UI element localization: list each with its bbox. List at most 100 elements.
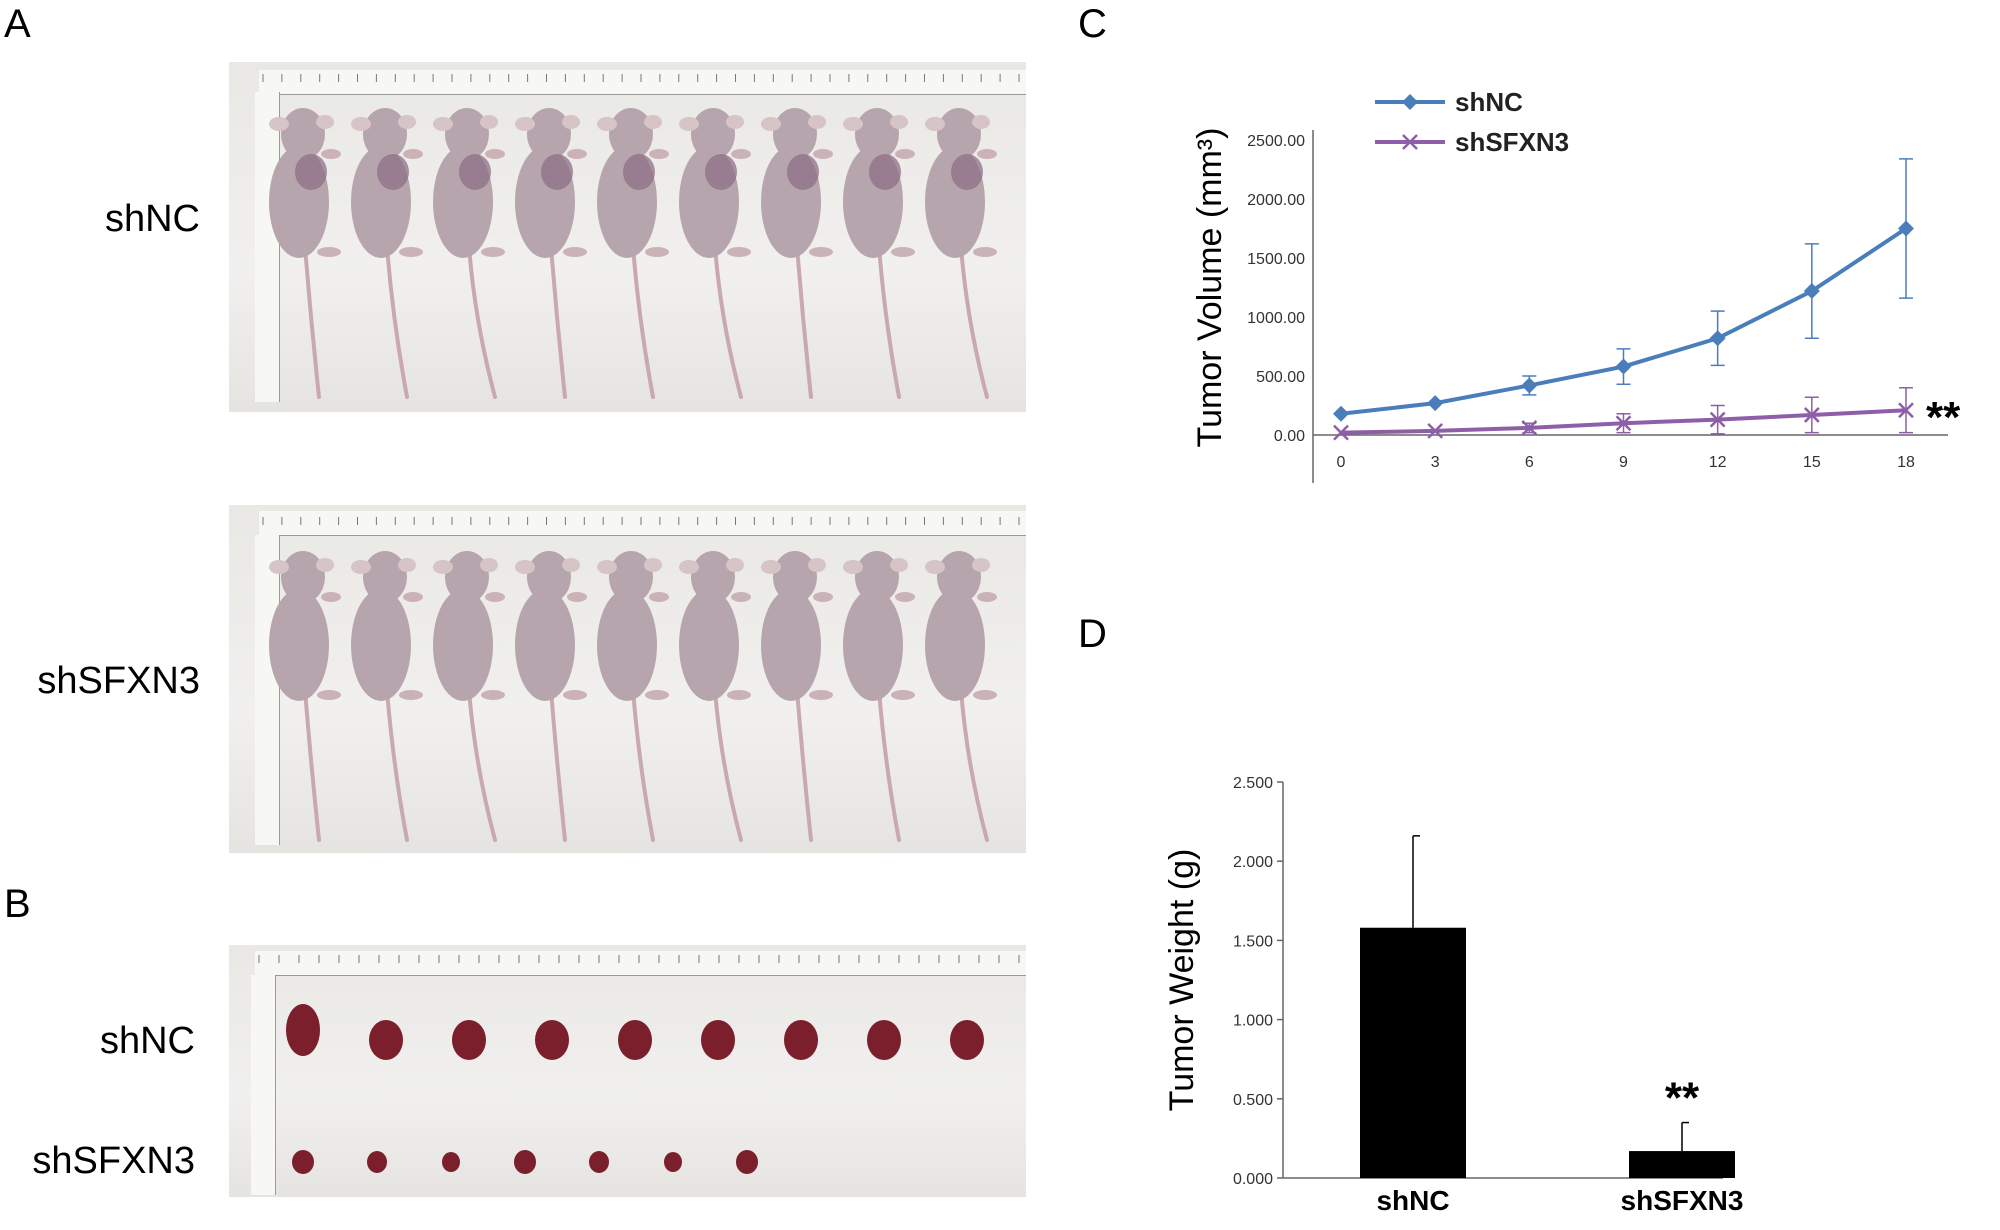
mouse bbox=[597, 551, 669, 842]
mouse bbox=[679, 108, 751, 399]
mouse bbox=[761, 551, 833, 842]
mouse-body bbox=[351, 589, 411, 701]
mouse-head bbox=[363, 108, 407, 160]
row-label-b-shsfxn3: shSFXN3 bbox=[32, 1140, 195, 1182]
mouse-ear bbox=[925, 560, 945, 574]
mouse-ear bbox=[644, 558, 662, 572]
ruler-ticks bbox=[262, 74, 1020, 82]
mouse-ear bbox=[726, 558, 744, 572]
ruler-vertical bbox=[251, 975, 276, 1195]
mouse-tail bbox=[877, 245, 901, 399]
tumor-shsfxn3 bbox=[589, 1151, 609, 1173]
mouse-body bbox=[269, 589, 329, 701]
mouse-paw bbox=[317, 247, 341, 257]
mouse bbox=[679, 551, 751, 842]
mouse-paw bbox=[399, 247, 423, 257]
data-point bbox=[1898, 220, 1914, 237]
mouse-ear bbox=[316, 115, 334, 129]
mice-photo-shsfxn3 bbox=[229, 505, 1026, 853]
mouse-paw bbox=[321, 149, 341, 159]
mouse-ear bbox=[269, 560, 289, 574]
mouse-head bbox=[691, 551, 735, 603]
mouse-body bbox=[515, 589, 575, 701]
mouse-tail bbox=[467, 245, 497, 399]
mouse-ear bbox=[843, 117, 863, 131]
y-tick-label: 500.00 bbox=[1256, 369, 1305, 386]
mouse-head bbox=[281, 551, 325, 603]
mouse-paw bbox=[321, 592, 341, 602]
mouse-paw bbox=[895, 592, 915, 602]
tumor-bump bbox=[787, 154, 819, 190]
mouse-tail bbox=[467, 688, 497, 842]
panel-letter-d: D bbox=[1078, 612, 1107, 656]
mouse-paw bbox=[977, 592, 997, 602]
ruler-ticks bbox=[258, 955, 1020, 963]
mouse-head bbox=[855, 108, 899, 160]
category-label: shSFXN3 bbox=[1621, 1185, 1744, 1216]
mouse-paw bbox=[813, 149, 833, 159]
mouse-tail bbox=[877, 688, 901, 842]
mouse-paw bbox=[973, 247, 997, 257]
mouse bbox=[433, 108, 505, 399]
mouse-body bbox=[843, 589, 903, 701]
mouse-tail bbox=[795, 688, 813, 842]
mouse-ear bbox=[679, 117, 699, 131]
mouse-ear bbox=[433, 560, 453, 574]
mouse-paw bbox=[403, 592, 423, 602]
data-point bbox=[1333, 424, 1349, 441]
series-shNC bbox=[1333, 158, 1914, 422]
mouse-paw bbox=[485, 592, 505, 602]
mice-photo-shnc bbox=[229, 62, 1026, 412]
row-label-a-shnc: shNC bbox=[104, 198, 200, 240]
bar-shNC bbox=[1360, 927, 1466, 1178]
mouse bbox=[351, 551, 423, 842]
mouse-ear bbox=[316, 558, 334, 572]
data-point bbox=[1709, 330, 1726, 347]
mouse-paw bbox=[481, 247, 505, 257]
row-label-a-shsfxn3: shSFXN3 bbox=[37, 660, 200, 702]
mouse-paw bbox=[317, 690, 341, 700]
ruler-horizontal bbox=[259, 70, 1026, 95]
mouse-paw bbox=[649, 149, 669, 159]
tumor-bump bbox=[623, 154, 655, 190]
tumor-weight-chart: 0.000 0.500 1.000 1.500 2.000 2.500 Tumor Weig… bbox=[1163, 775, 1744, 1216]
mouse-paw bbox=[645, 247, 669, 257]
mouse-head bbox=[527, 108, 571, 160]
mouse-tail bbox=[795, 245, 813, 399]
mouse-body bbox=[597, 589, 657, 701]
tumor-shnc bbox=[369, 1020, 403, 1060]
mouse-paw bbox=[399, 690, 423, 700]
mouse-ear bbox=[269, 117, 289, 131]
mouse-ear bbox=[480, 115, 498, 129]
mouse-ear bbox=[644, 115, 662, 129]
y-tick-label: 2.000 bbox=[1233, 854, 1273, 871]
mouse bbox=[761, 108, 833, 399]
y-tick-label: 1.000 bbox=[1233, 1013, 1273, 1030]
panel-letter-c: C bbox=[1078, 2, 1107, 46]
significance-annotation: ** bbox=[1926, 393, 1961, 442]
mouse-paw bbox=[567, 592, 587, 602]
ruler-horizontal bbox=[259, 511, 1026, 536]
y-tick-label: 2000.00 bbox=[1247, 192, 1305, 209]
mouse-head bbox=[445, 108, 489, 160]
legend-marker bbox=[1402, 94, 1418, 110]
legend-marker bbox=[1402, 134, 1418, 150]
mouse-head bbox=[773, 551, 817, 603]
mouse-ear bbox=[515, 117, 535, 131]
data-point bbox=[1803, 407, 1820, 423]
tumor-bump bbox=[377, 154, 409, 190]
mouse-tail bbox=[713, 245, 743, 399]
mouse-paw bbox=[809, 247, 833, 257]
category-label: shNC bbox=[1376, 1185, 1449, 1216]
mouse-paw bbox=[891, 690, 915, 700]
y-tick-label: 1000.00 bbox=[1247, 310, 1305, 327]
tumor-bump bbox=[869, 154, 901, 190]
mouse-ear bbox=[679, 560, 699, 574]
mouse-paw bbox=[973, 690, 997, 700]
series-shSFXN3 bbox=[1333, 387, 1914, 441]
mouse-paw bbox=[891, 247, 915, 257]
legend-label: shNC bbox=[1455, 87, 1523, 117]
ruler-ticks bbox=[262, 517, 1020, 525]
tumor-bump bbox=[295, 154, 327, 190]
tumor-shsfxn3 bbox=[367, 1151, 387, 1173]
